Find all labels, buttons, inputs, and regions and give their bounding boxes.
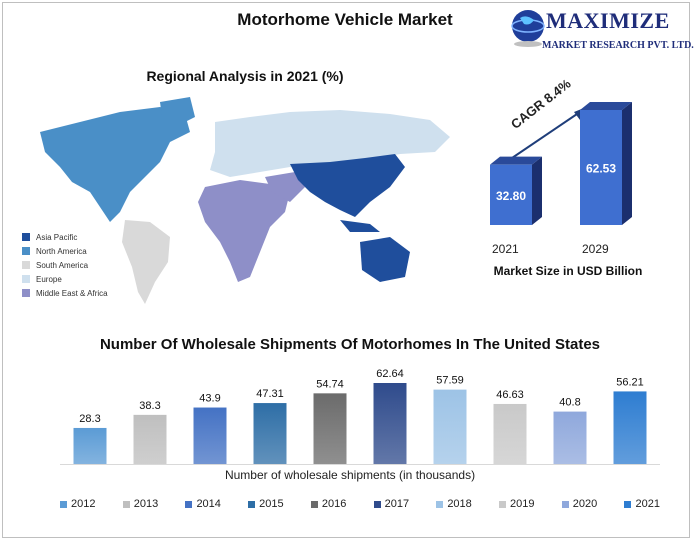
legend-item-2015: 2015 [248,498,284,510]
shipments-bar-2017 [373,383,407,465]
legend-item-2021: 2021 [624,498,660,510]
legend-label: 2014 [196,498,221,510]
shipments-value-label: 54.74 [316,378,344,390]
region-title: Regional Analysis in 2021 (%) [146,68,344,84]
shipments-bar-2021 [613,391,647,465]
market-size-bar-top [490,156,542,165]
shipments-bar-2018 [433,389,467,465]
shipments-x-label: Number of wholesale shipments (in thousa… [224,468,476,482]
legend-item-2018: 2018 [436,498,472,510]
shipments-bar-2012 [73,427,107,465]
shipments-value-label: 38.3 [139,400,160,412]
shipments-value-label: 47.31 [256,388,284,400]
legend-swatch [248,500,256,508]
market-size-year-2029: 2029 [582,242,609,256]
legend-label: 2021 [635,498,660,510]
map-south-america [122,220,170,304]
legend-swatch [499,500,507,508]
region-legend-item: Middle East & Africa [22,286,108,300]
map-asia-pacific [290,154,405,217]
legend-swatch [22,247,30,255]
legend-swatch [22,289,30,297]
legend-label: 2016 [321,498,347,510]
shipments-value-label: 40.8 [559,397,580,409]
legend-swatch [436,500,444,508]
legend-swatch [22,233,30,241]
shipments-bar-2019 [493,403,527,465]
shipments-value-label: 28.3 [79,413,100,425]
shipments-value-label: 43.9 [199,393,220,405]
map-islands [340,220,380,232]
legend-label: 2019 [510,498,535,510]
legend-item-2020: 2020 [561,498,598,510]
market-size-bar [490,164,532,225]
market-size-value: 62.53 [586,162,616,176]
legend-swatch [373,500,381,508]
region-legend-item: Europe [22,272,108,286]
world-map [40,97,450,304]
shipments-bar-2015 [253,403,287,465]
region-legend-item: South America [22,258,108,272]
legend-label: 2012 [71,498,96,510]
shipments-value-label: 57.59 [436,375,464,387]
logo-subtitle: MARKET RESEARCH PVT. LTD. [542,40,694,51]
market-size-value: 32.80 [496,189,526,203]
legend-swatch [624,500,632,508]
legend-item-2017: 2017 [373,498,410,510]
legend-swatch [310,500,318,508]
map-greenland [160,97,195,127]
legend-item-2012: 2012 [60,498,95,510]
shipments-bar-2013 [133,414,167,465]
shipments-bar-2016 [313,393,347,465]
legend-swatch [22,261,30,269]
legend-swatch [22,275,30,283]
market-size-chart: 32.80 62.53 [490,102,632,225]
legend-swatch [561,500,569,508]
shipments-value-label: 56.21 [616,376,644,388]
market-size-bar [580,110,622,225]
logo-brand: MAXIMIZE [546,8,670,33]
legend-swatch [60,500,67,508]
map-australia [360,237,410,282]
shipments-value-label: 62.64 [376,368,404,380]
legend-item-2016: 2016 [310,498,347,510]
region-legend: Asia Pacific North America South America… [22,230,108,300]
market-size-bar-side [622,102,632,225]
shipments-bar-2020 [553,411,587,465]
map-middle-east-africa [198,180,290,282]
market-size-year-2021: 2021 [492,242,519,256]
legend-swatch [122,500,130,508]
legend-label: 2017 [384,498,410,510]
globe-icon [511,10,545,47]
page-title: Motorhome Vehicle Market [237,10,453,29]
legend-item-2013: 2013 [122,498,159,510]
market-size-title: Market Size in USD Billion [493,264,643,278]
cagr-arrow [511,111,581,159]
shipments-legend: 2012 2013 2014 2015 2016 2017 2018 2019 2020 2021 [60,498,660,510]
shipments-bar-2014 [193,407,227,465]
map-north-america [40,107,190,222]
legend-item-2019: 2019 [499,498,535,510]
legend-label: 2013 [133,498,159,510]
legend-label: 2018 [447,498,472,510]
shipments-chart-title: Number Of Wholesale Shipments Of Motorho… [99,336,601,353]
map-middle-east [265,172,305,202]
market-size-bar-top [580,102,632,110]
legend-label: 2020 [572,498,598,510]
legend-item-2014: 2014 [185,498,221,510]
map-europe [210,110,450,177]
shipments-value-label: 46.63 [496,389,524,401]
shipments-bar-chart: 28.3 38.3 43.9 47.31 54.74 62.64 57.59 46.63 40.… [60,368,660,465]
market-size-bar-side [532,156,542,225]
region-legend-item: Asia Pacific [22,230,108,244]
legend-label: 2015 [259,498,284,510]
legend-swatch [185,500,193,508]
region-legend-item: North America [22,244,108,258]
logo: MAXIMIZE MARKET RESEARCH PVT. LTD. [508,6,694,58]
